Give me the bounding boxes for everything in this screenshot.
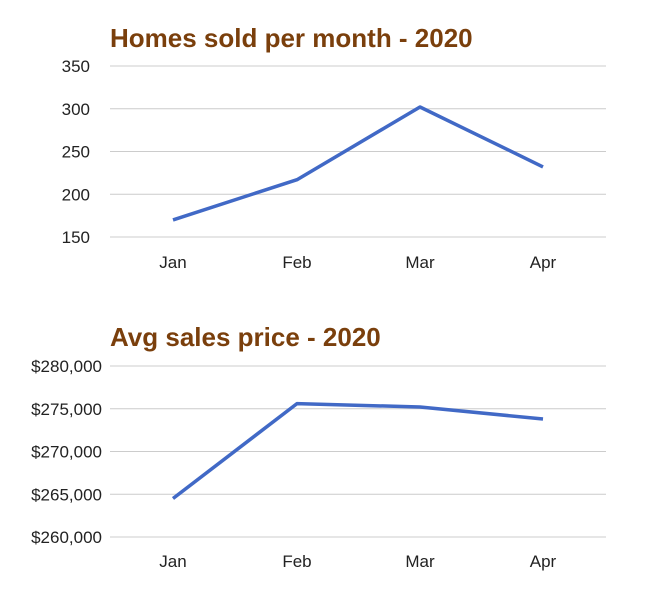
avg-price-x-tick-label: Feb bbox=[282, 552, 311, 571]
homes-sold-series bbox=[172, 105, 544, 222]
avg-price-series bbox=[171, 401, 544, 500]
homes-sold-series-line bbox=[172, 105, 544, 222]
homes-sold-x-tick-label: Feb bbox=[282, 253, 311, 272]
avg-price-x-tick-label: Apr bbox=[530, 552, 557, 571]
avg-price-y-tick-label: $260,000 bbox=[31, 528, 102, 547]
homes-sold-x-tick-label: Apr bbox=[530, 253, 557, 272]
homes-sold-chart-title: Homes sold per month - 2020 bbox=[110, 23, 473, 53]
avg-price-y-tick-label: $270,000 bbox=[31, 443, 102, 462]
avg-price-chart-title: Avg sales price - 2020 bbox=[110, 322, 381, 352]
avg-price-series-line bbox=[171, 401, 544, 500]
homes-sold-x-tick-label: Mar bbox=[405, 253, 435, 272]
homes-sold-x-axis: Jan Feb Mar Apr bbox=[159, 253, 556, 272]
avg-price-x-tick-label: Jan bbox=[159, 552, 186, 571]
homes-sold-y-tick-label: 200 bbox=[62, 185, 90, 204]
homes-sold-gridlines bbox=[110, 65, 606, 238]
homes-sold-y-axis: 150 200 250 300 350 bbox=[62, 57, 90, 247]
avg-price-y-tick-label: $265,000 bbox=[31, 485, 102, 504]
avg-price-x-tick-label: Mar bbox=[405, 552, 435, 571]
avg-price-gridlines bbox=[110, 365, 606, 538]
homes-sold-y-tick-label: 300 bbox=[62, 100, 90, 119]
homes-sold-x-tick-label: Jan bbox=[159, 253, 186, 272]
homes-sold-y-tick-label: 350 bbox=[62, 57, 90, 76]
avg-price-y-tick-label: $275,000 bbox=[31, 400, 102, 419]
avg-price-chart: Avg sales price - 2020 $260,000$265,000$… bbox=[31, 322, 606, 571]
avg-price-x-axis: Jan Feb Mar Apr bbox=[159, 552, 556, 571]
homes-sold-y-tick-label: 150 bbox=[62, 228, 90, 247]
avg-price-y-axis: $260,000 $265,000 $270,000 $275,000 $280,000 bbox=[31, 357, 102, 547]
homes-sold-y-tick-label: 250 bbox=[62, 143, 90, 162]
avg-price-y-tick-label: $280,000 bbox=[31, 357, 102, 376]
homes-sold-chart: Homes sold per month - 2020 150 200 250 300… bbox=[62, 23, 606, 272]
